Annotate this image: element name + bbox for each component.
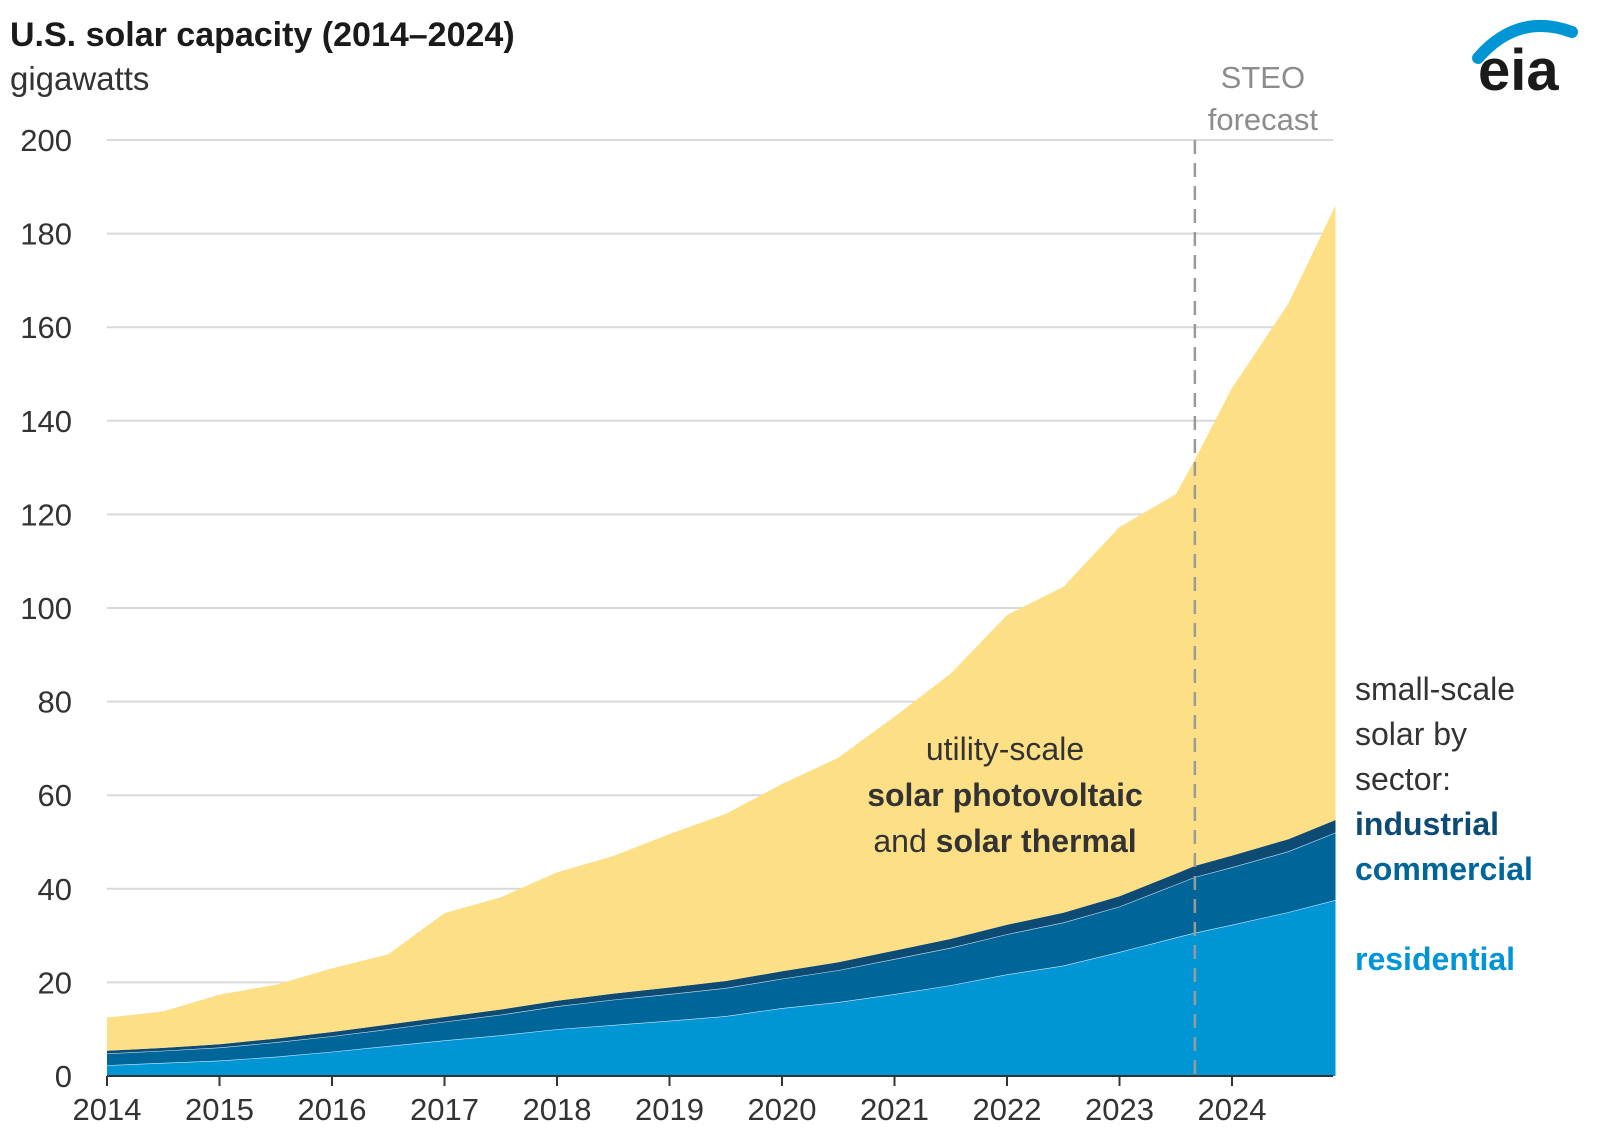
y-tick-label-160: 160	[20, 310, 72, 345]
y-tick-label-100: 100	[20, 591, 72, 626]
chart-title: U.S. solar capacity (2014–2024)	[10, 16, 515, 54]
utility-annotation-and: and	[873, 823, 926, 859]
y-tick-label-180: 180	[20, 217, 72, 252]
x-tick-label-2022: 2022	[973, 1092, 1042, 1127]
forecast-label-line-2: forecast	[1208, 102, 1319, 137]
y-tick-label-20: 20	[38, 965, 72, 1000]
y-tick-label-80: 80	[38, 685, 72, 720]
stacked-areas	[106, 205, 1336, 1076]
y-tick-label-200: 200	[20, 123, 72, 158]
eia-logo-text: eia	[1478, 38, 1559, 103]
y-tick-label-40: 40	[38, 872, 72, 907]
x-tick-label-2023: 2023	[1085, 1092, 1154, 1127]
legend-residential: residential	[1355, 941, 1515, 977]
x-tick-label-2015: 2015	[185, 1092, 254, 1127]
legend-industrial: industrial	[1355, 806, 1499, 842]
area-utility-scale	[107, 205, 1336, 1051]
x-tick-label-2016: 2016	[298, 1092, 367, 1127]
y-tick-label-120: 120	[20, 497, 72, 532]
x-tick-label-2017: 2017	[410, 1092, 479, 1127]
x-tick-label-2018: 2018	[523, 1092, 592, 1127]
small-scale-label-line-1: small-scale	[1355, 671, 1515, 707]
utility-annotation-line-2: solar photovoltaic	[867, 777, 1143, 813]
small-scale-label-line-2: solar by	[1355, 716, 1467, 752]
area-residential	[107, 900, 1336, 1076]
eia-logo: eia	[1472, 20, 1578, 103]
y-tick-label-0: 0	[55, 1059, 72, 1094]
utility-annotation-solar-thermal: solar thermal	[936, 823, 1137, 859]
utility-annotation-line-1: utility-scale	[926, 731, 1084, 767]
gridlines	[107, 139, 1333, 984]
area-commercial	[107, 832, 1336, 1066]
forecast-label-line-1: STEO	[1221, 60, 1305, 95]
axes: 0 20 40 60 80 100 120 140 160 180 200 2014 2015 2016 2…	[20, 123, 1333, 1127]
eia-logo-arc	[1472, 20, 1578, 64]
x-tick-label-2021: 2021	[860, 1092, 929, 1127]
y-tick-label-60: 60	[38, 778, 72, 813]
x-tick-label-2019: 2019	[635, 1092, 704, 1127]
x-tick-label-2020: 2020	[748, 1092, 817, 1127]
x-tick-label-2014: 2014	[73, 1092, 142, 1127]
y-axis-unit-label: gigawatts	[10, 60, 149, 97]
x-tick-label-2024: 2024	[1198, 1092, 1267, 1127]
small-scale-label-line-3: sector:	[1355, 761, 1451, 797]
legend-commercial: commercial	[1355, 851, 1533, 887]
y-tick-label-140: 140	[20, 404, 72, 439]
utility-annotation-line-3: and solar thermal	[873, 823, 1136, 859]
